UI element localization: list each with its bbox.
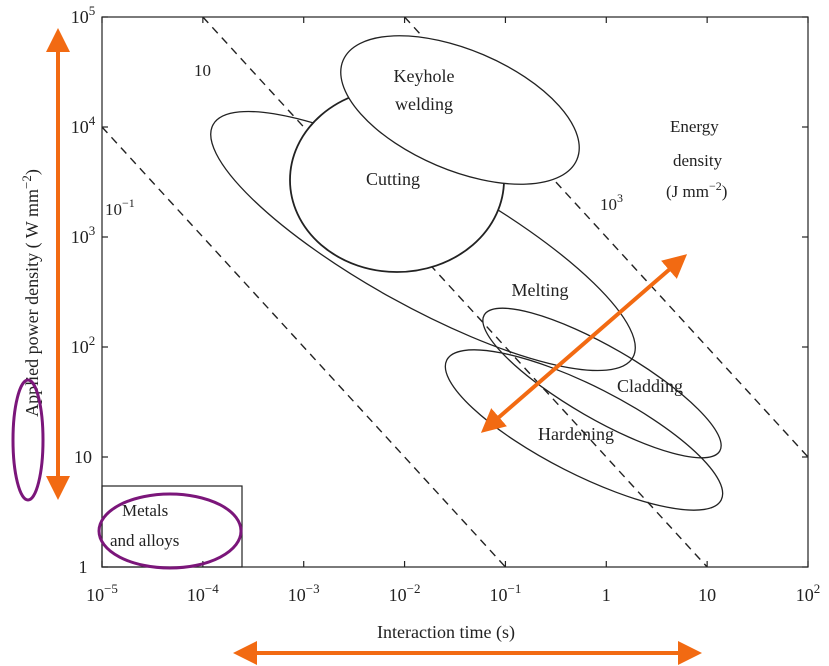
energy-line-label-1: 10 (194, 61, 211, 80)
inset-frame (101, 485, 243, 568)
y-tick-label-1: 10 (74, 447, 92, 467)
y-tick-label-3: 103 (71, 223, 96, 247)
region-label-cutting: Cutting (366, 169, 420, 189)
x-axis-title: Interaction time (s) (377, 622, 515, 643)
x-tick-label-2: 10−3 (288, 581, 320, 605)
region-label-melting: Melting (512, 280, 569, 300)
x-tick-label-1: 10−4 (187, 581, 219, 605)
inset-highlight-circle (97, 492, 243, 570)
energy-line-0 (101, 126, 506, 568)
x-tick-label-5: 1 (602, 585, 611, 605)
energy-line-label-0: 10−1 (105, 196, 135, 219)
inset-label-line2: and alloys (110, 531, 179, 550)
axis-label-highlight-circle (11, 378, 45, 502)
y-axis-title-tail: ) (22, 169, 43, 175)
y-tick-label-4: 104 (71, 113, 96, 137)
region-label-keyhole-welding-1: welding (395, 94, 453, 114)
energy-legend-line2: density (673, 151, 723, 170)
x-tick-label-4: 10−1 (490, 581, 522, 605)
inset-label-box: Metals and alloys (101, 485, 243, 568)
region-label-keyhole-welding-0: Keyhole (394, 66, 455, 86)
energy-legend: Energy density (J mm−2) (666, 117, 727, 201)
x-tick-labels: 10−5 10−4 10−3 10−2 10−1 1 10 102 (86, 581, 820, 605)
inset-label-line1: Metals (122, 501, 168, 520)
region-label-cladding: Cladding (617, 376, 683, 396)
region-keyhole-welding (340, 35, 580, 185)
energy-line-label-2: 103 (600, 191, 623, 214)
y-tick-labels: 1 10 102 103 104 105 (71, 3, 96, 577)
annotation-overlays (11, 27, 702, 665)
diagonal-range-arrow (480, 254, 688, 433)
y-axis-title-main: Applied power density ( W mm (22, 189, 43, 417)
y-axis-title-exp: −2 (19, 175, 34, 189)
x-tick-label-7: 102 (796, 581, 821, 605)
region-label-hardening: Hardening (538, 424, 614, 444)
process-regions: Melting Hardening Cladding Cutting Keyhole we… (210, 35, 724, 511)
energy-line-1 (202, 16, 708, 568)
plot-frame (101, 16, 809, 568)
energy-legend-close: ) (722, 182, 728, 201)
y-tick-label-5: 105 (71, 3, 96, 27)
x-tick-label-0: 10−5 (86, 581, 118, 605)
y-tick-label-0: 1 (79, 557, 88, 577)
y-axis-title: Applied power density ( W mm−2) (19, 169, 43, 417)
y-tick-label-2: 102 (71, 333, 96, 357)
energy-legend-unit: (J mm (666, 182, 709, 201)
x-tick-label-3: 10−2 (389, 581, 421, 605)
x-tick-label-6: 10 (698, 585, 716, 605)
energy-legend-line1: Energy (670, 117, 719, 136)
energy-legend-unit-exp: −2 (709, 179, 722, 193)
energy-legend-line3: (J mm−2) (666, 179, 727, 201)
